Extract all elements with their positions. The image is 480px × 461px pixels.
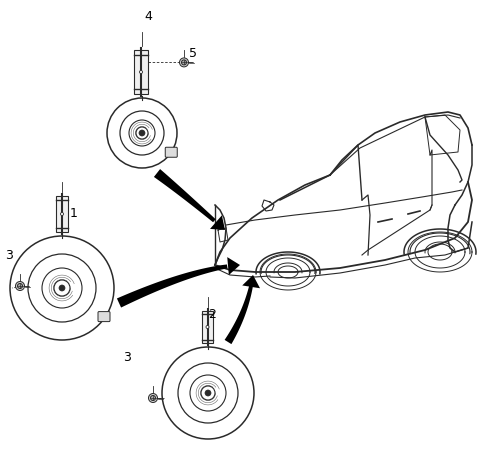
Polygon shape (210, 215, 225, 230)
Circle shape (181, 60, 187, 65)
Circle shape (148, 394, 157, 402)
Text: 3: 3 (123, 351, 131, 364)
Polygon shape (117, 265, 228, 307)
Circle shape (60, 213, 63, 215)
Circle shape (139, 130, 145, 136)
Text: 2: 2 (208, 308, 216, 321)
Text: 1: 1 (70, 207, 78, 220)
Circle shape (180, 58, 189, 67)
Bar (134, 50, 148, 94)
Polygon shape (225, 284, 253, 344)
Polygon shape (227, 257, 240, 275)
Text: 3: 3 (5, 249, 13, 262)
Polygon shape (154, 169, 216, 222)
Circle shape (15, 282, 24, 290)
Circle shape (17, 284, 23, 289)
Circle shape (151, 396, 156, 401)
Circle shape (59, 285, 65, 291)
Polygon shape (242, 275, 260, 288)
Circle shape (140, 71, 143, 73)
Bar (56, 196, 68, 232)
FancyBboxPatch shape (98, 312, 110, 322)
FancyBboxPatch shape (165, 147, 177, 157)
Bar (202, 311, 213, 343)
Text: 5: 5 (189, 47, 197, 60)
Text: 4: 4 (144, 10, 152, 23)
Circle shape (205, 390, 211, 396)
Circle shape (206, 325, 209, 329)
